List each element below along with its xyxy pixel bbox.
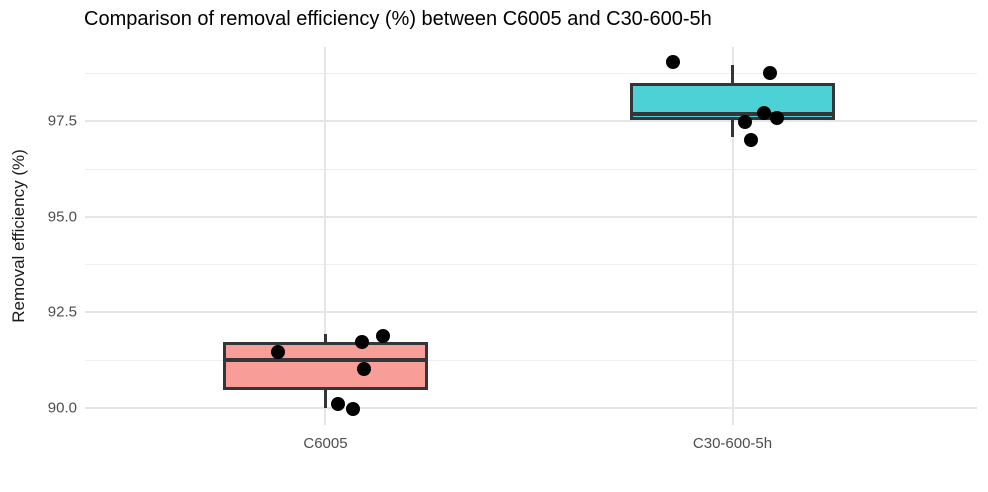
box-C6005: [222, 341, 428, 391]
major-gridline: [85, 120, 977, 123]
chart-title: Comparison of removal efficiency (%) bet…: [84, 8, 712, 30]
jitter-point: [357, 361, 372, 376]
jitter-point: [271, 344, 286, 359]
major-gridline: [85, 311, 977, 314]
median-line-C6005: [222, 357, 428, 362]
y-tick-label: 92.5: [47, 303, 77, 321]
y-tick-label: 95.0: [47, 208, 77, 226]
jitter-point: [346, 401, 361, 416]
lower-whisker-C30-600-5h: [731, 120, 734, 138]
jitter-point: [737, 114, 752, 129]
minor-gridline: [85, 359, 977, 361]
plot-panel: [85, 47, 977, 425]
x-tick-label-C30-600-5h: C30-600-5h: [692, 435, 773, 452]
jitter-point: [762, 65, 777, 80]
upper-whisker-C30-600-5h: [731, 64, 734, 83]
x-tick-label-C6005: C6005: [303, 435, 348, 452]
y-axis-title: Removal efficiency (%): [9, 149, 28, 323]
upper-whisker-C6005: [323, 333, 327, 342]
jitter-point: [355, 334, 370, 349]
jitter-point: [743, 132, 758, 147]
major-gridline: [85, 215, 977, 218]
jitter-point: [376, 328, 391, 343]
jitter-point: [665, 55, 680, 70]
y-tick-label: 97.5: [47, 112, 77, 130]
jitter-point: [756, 106, 771, 121]
y-tick-label: 90.0: [47, 399, 77, 417]
major-gridline: [85, 406, 977, 409]
jitter-point: [769, 111, 784, 126]
minor-gridline: [85, 168, 977, 170]
category-gridline: [324, 47, 327, 425]
category-gridline: [731, 47, 734, 425]
median-line-C30-600-5h: [630, 111, 835, 116]
lower-whisker-C6005: [323, 390, 327, 408]
minor-gridline: [85, 264, 977, 266]
minor-gridline: [85, 73, 977, 75]
jitter-point: [331, 396, 346, 411]
